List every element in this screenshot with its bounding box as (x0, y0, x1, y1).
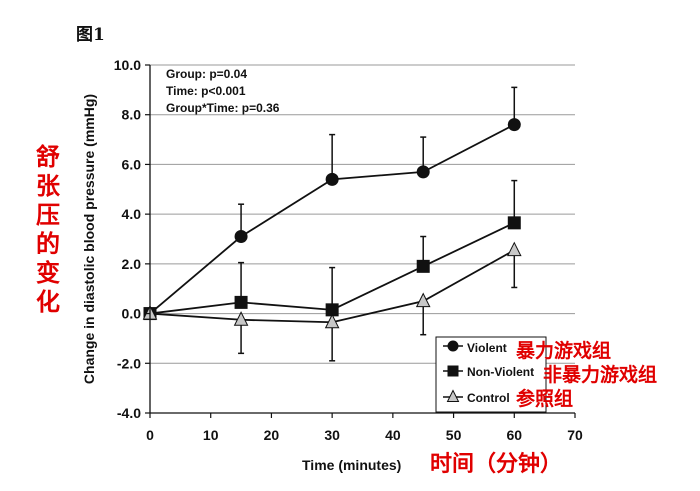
legend-label-nonviolent-cn: 非暴力游戏组 (543, 363, 657, 386)
legend: Violent Non-Violent Control 暴力游戏组 非暴力游戏组… (435, 336, 657, 413)
legend-label-control-cn: 参照组 (516, 387, 573, 410)
marker-square (234, 295, 248, 309)
y-ticks: -4.0 -2.0 0.0 2.0 4.0 6.0 8.0 10.0 (114, 57, 150, 421)
marker-circle (234, 230, 248, 244)
annotation-time: Time: p<0.001 (166, 84, 246, 98)
y-tick-label: -2.0 (117, 355, 141, 371)
legend-label-violent: Violent (467, 341, 507, 355)
marker-triangle (415, 292, 431, 308)
y-tick-label: 2.0 (122, 256, 142, 272)
axes (149, 65, 575, 414)
y-tick-label: -4.0 (117, 405, 141, 421)
y-axis-title-cn-char: 的 (36, 230, 60, 258)
y-axis-title-cn-char: 变 (36, 259, 60, 287)
x-tick-label: 20 (264, 427, 280, 443)
figure-label: 图1 (76, 25, 105, 45)
y-tick-label: 4.0 (122, 206, 142, 222)
marker-circle (416, 165, 430, 179)
x-axis-title-cn: 时间（分钟） (430, 451, 562, 477)
stats-annotations: Group: p=0.04 Time: p<0.001 Group*Time: … (166, 67, 280, 115)
y-tick-label: 10.0 (114, 57, 141, 73)
y-tick-label: 0.0 (122, 306, 142, 322)
x-tick-label: 40 (385, 427, 401, 443)
x-tick-label: 10 (203, 427, 219, 443)
y-axis-title-cn-char: 张 (36, 172, 61, 200)
marker-circle (447, 340, 459, 352)
annotation-interaction: Group*Time: p=0.36 (166, 101, 280, 115)
y-axis-title: Change in diastolic blood pressure (mmHg… (81, 94, 97, 384)
marker-triangle (233, 311, 249, 326)
x-axis-title: Time (minutes) (302, 457, 401, 473)
x-tick-label: 0 (146, 427, 154, 443)
marker-circle (507, 118, 521, 132)
series-markers (142, 118, 522, 329)
x-tick-label: 30 (324, 427, 340, 443)
y-axis-title-cn-char: 压 (36, 201, 60, 229)
y-tick-label: 8.0 (122, 107, 142, 123)
marker-triangle (446, 389, 460, 402)
x-tick-label: 50 (446, 427, 462, 443)
marker-square (507, 216, 521, 230)
x-tick-label: 70 (567, 427, 583, 443)
marker-triangle (506, 241, 522, 257)
x-tick-label: 60 (506, 427, 522, 443)
marker-triangle (324, 313, 340, 329)
error-bars (238, 86, 518, 362)
marker-square (416, 259, 430, 273)
legend-label-nonviolent: Non-Violent (467, 365, 534, 379)
y-tick-label: 6.0 (122, 156, 142, 172)
legend-label-control: Control (467, 391, 510, 405)
marker-square (447, 365, 459, 377)
marker-square (325, 303, 339, 317)
annotation-group: Group: p=0.04 (166, 67, 247, 81)
legend-label-violent-cn: 暴力游戏组 (516, 339, 611, 362)
x-ticks: 0 10 20 30 40 50 60 70 (146, 413, 583, 443)
marker-circle (325, 172, 339, 186)
y-axis-title-cn-char: 舒 (36, 143, 60, 171)
y-axis-title-cn-char: 化 (36, 288, 60, 316)
